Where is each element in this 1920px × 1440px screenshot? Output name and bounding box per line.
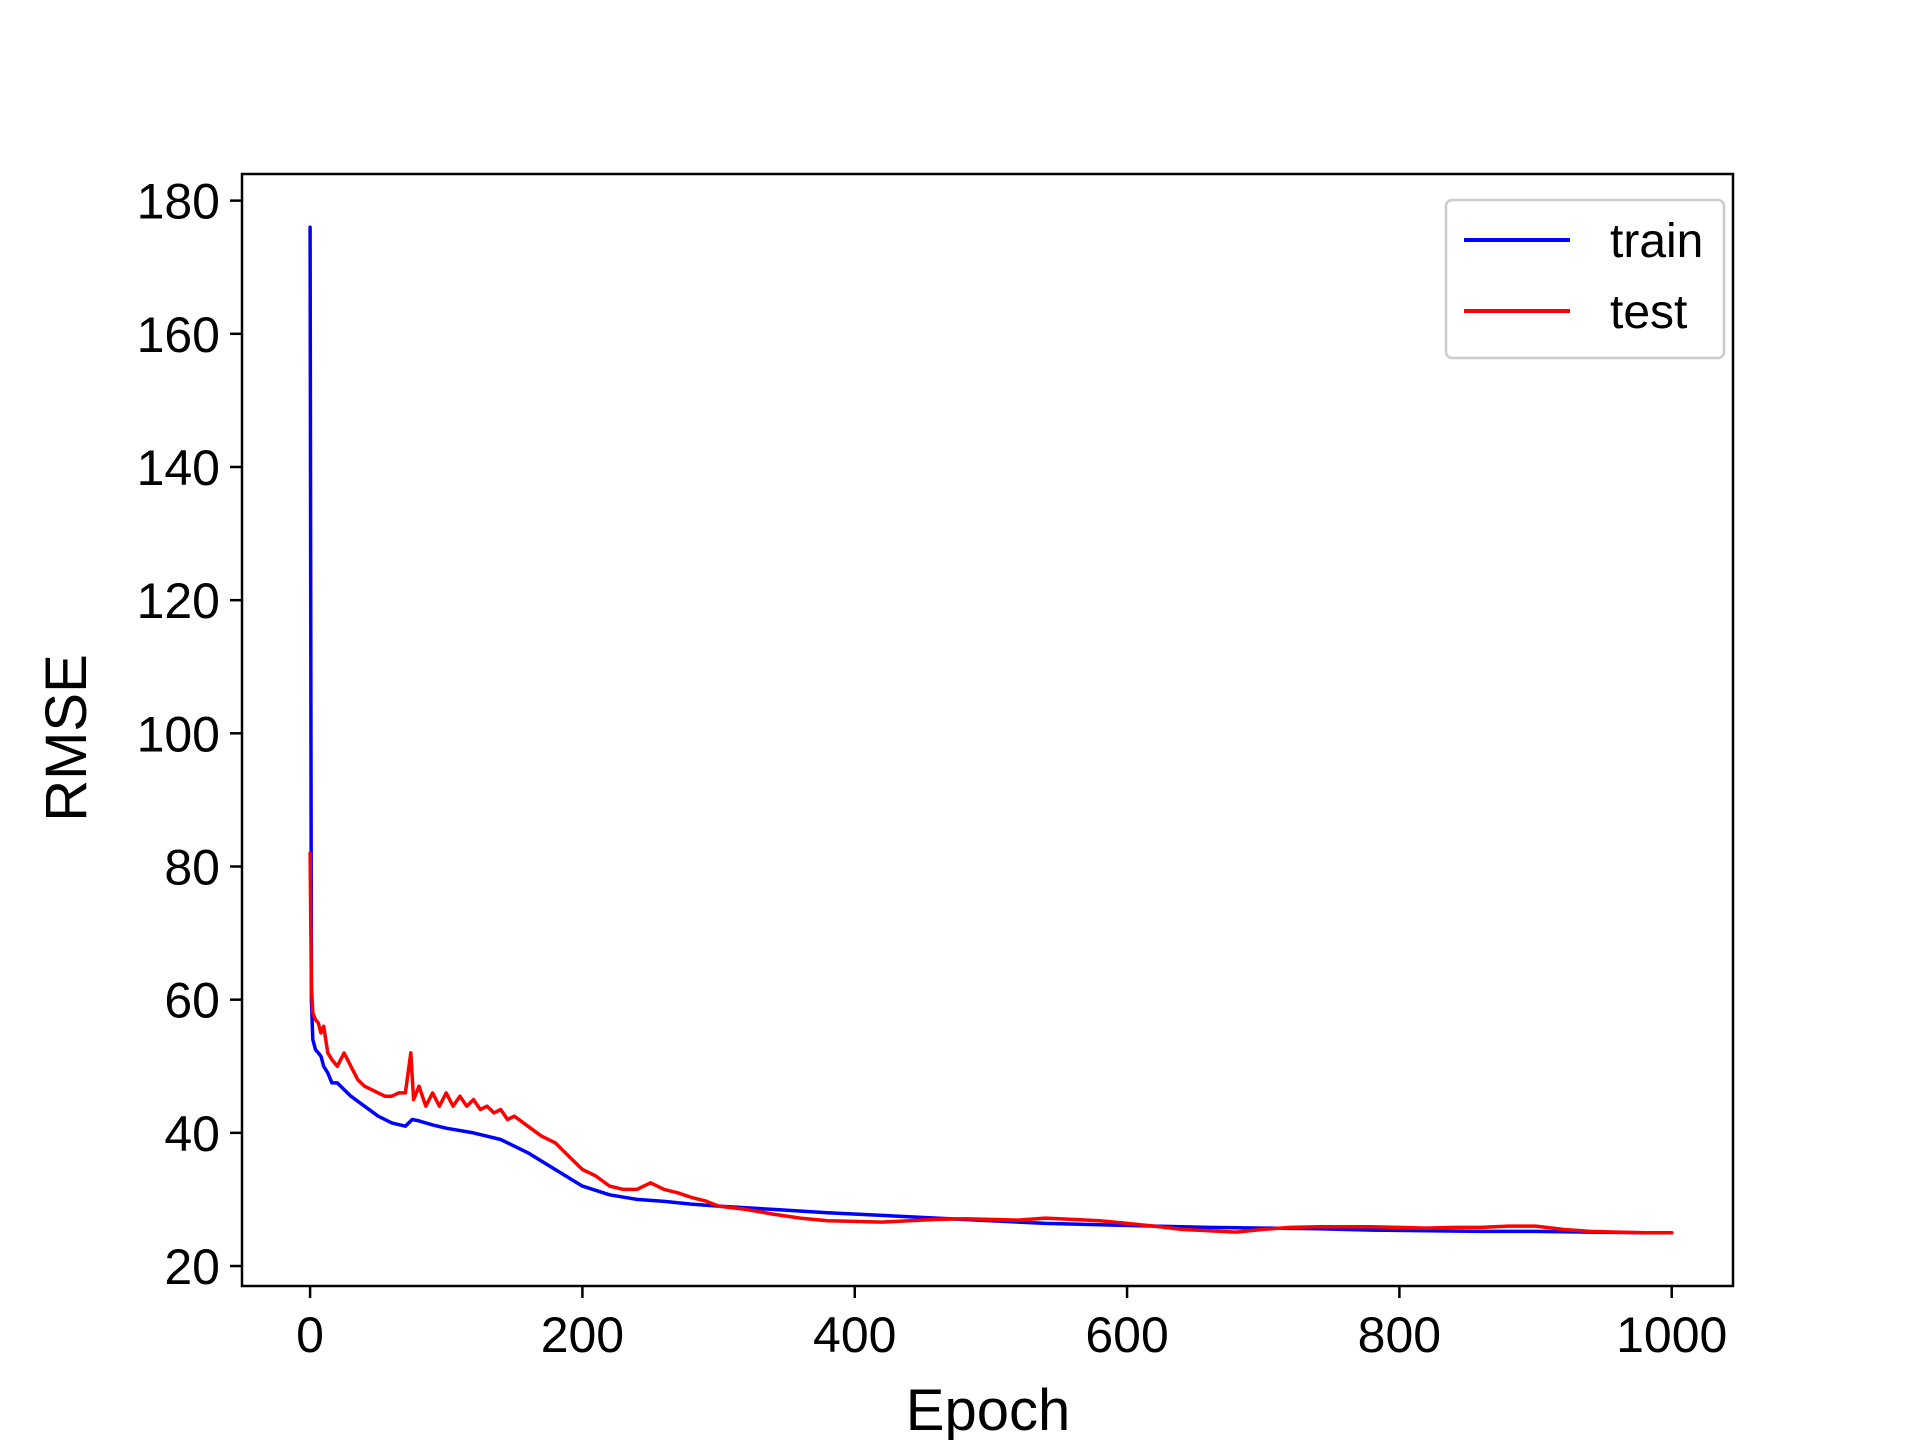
plot-area	[308, 225, 1674, 1235]
y-tick-label: 160	[137, 307, 220, 363]
x-axis-label: Epoch	[906, 1378, 1070, 1440]
legend-label-test: test	[1610, 286, 1687, 339]
y-tick-label: 100	[137, 706, 220, 762]
x-tick-label: 800	[1358, 1307, 1441, 1363]
axes: 0 200 400 600 800 1000 20 40 60 80 100 120 140 160 180	[137, 172, 1735, 1363]
y-tick-label: 40	[164, 1106, 220, 1162]
plot-frame	[240, 172, 1735, 1288]
x-tick-label: 400	[813, 1307, 896, 1363]
y-tick-label: 20	[164, 1239, 220, 1295]
y-tick-label: 80	[164, 840, 220, 896]
x-tick-label: 200	[541, 1307, 624, 1363]
x-tick-label: 1000	[1616, 1307, 1727, 1363]
y-tick-label: 140	[137, 440, 220, 496]
y-tick-label: 180	[137, 174, 220, 230]
y-tick-label: 60	[164, 973, 220, 1029]
series-line-test	[308, 851, 1674, 1235]
legend-label-train: train	[1610, 215, 1703, 268]
x-tick-label: 600	[1085, 1307, 1168, 1363]
x-tick-label: 0	[296, 1307, 324, 1363]
y-tick-label: 120	[137, 573, 220, 629]
legend: train test	[1444, 198, 1726, 360]
y-axis-label: RMSE	[34, 654, 99, 822]
